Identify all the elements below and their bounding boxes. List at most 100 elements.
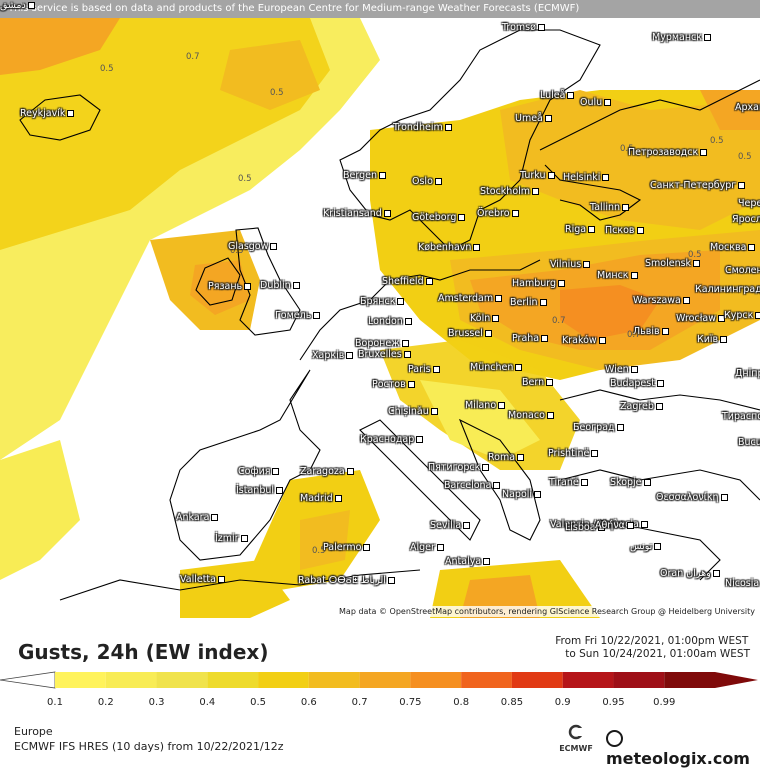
city-label: Umeå: [515, 113, 552, 124]
city-label: Курск: [724, 310, 760, 321]
city-marker-icon: [643, 479, 651, 486]
valid-from: From Fri 10/22/2021, 01:00pm WEST: [555, 635, 749, 647]
contour-label: 0.5: [688, 250, 702, 260]
city-label: Минск: [597, 270, 638, 281]
contour-label: 0.5: [312, 546, 326, 556]
scale-swatch: [410, 672, 462, 688]
city-marker-icon: [640, 521, 648, 528]
city-label: Göteborg: [412, 212, 466, 223]
city-label: Zagreb: [620, 401, 663, 412]
scale-swatch: [562, 672, 614, 688]
city-marker-icon: [387, 577, 395, 584]
city-label: Reykjavík: [20, 108, 75, 119]
city-marker-icon: [511, 210, 519, 217]
city-marker-icon: [404, 318, 412, 325]
city-label: Milano: [465, 400, 506, 411]
city-label: Bern: [522, 377, 554, 388]
city-marker-icon: [604, 99, 612, 106]
contour-label: 0.5: [238, 174, 252, 184]
city-marker-icon: [401, 340, 409, 347]
city-label: Roma: [488, 452, 525, 463]
city-marker-icon: [397, 298, 405, 305]
city-label: Helsinki: [563, 172, 610, 183]
city-label: Rabat ⵔⴱⴰⵟ الرباط: [298, 575, 395, 586]
city-label: Мурманск: [652, 32, 712, 43]
scale-tick-label: 0.75: [399, 697, 422, 708]
city-label: Tiranë: [549, 477, 588, 488]
contour-label: 0.5: [270, 88, 284, 98]
city-marker-icon: [626, 522, 634, 529]
city-marker-icon: [539, 299, 547, 306]
city-marker-icon: [515, 364, 523, 371]
city-label: Воронеж: [355, 338, 409, 349]
legend-panel: Gusts, 24h (EW index) From Fri 10/22/202…: [0, 618, 760, 768]
city-label: Brussel: [448, 328, 492, 339]
city-label: Barcelona: [444, 480, 501, 491]
city-label: Tromsø: [502, 22, 545, 33]
city-marker-icon: [616, 424, 624, 431]
city-marker-icon: [602, 174, 610, 181]
city-marker-icon: [436, 544, 444, 551]
city-label: Wrocław: [676, 313, 725, 324]
city-marker-icon: [346, 352, 354, 359]
city-label: Ankara: [176, 512, 219, 523]
contour-label: 0.5: [100, 64, 114, 74]
city-label: Amsterdam: [438, 293, 503, 304]
city-label: تونس: [630, 541, 662, 552]
city-label: Bruxelles: [358, 349, 411, 360]
city-marker-icon: [434, 178, 442, 185]
city-marker-icon: [541, 335, 549, 342]
city-label: Москва: [710, 242, 756, 253]
city-label: Гомель: [275, 310, 321, 321]
city-marker-icon: [704, 34, 712, 41]
scale-swatch: [156, 672, 208, 688]
contour-label: 0.7: [552, 316, 566, 326]
contour-label: 0.5: [710, 136, 724, 146]
scale-tick-label: 0.3: [148, 697, 165, 708]
city-label: Berlin: [510, 297, 547, 308]
city-label: Valencia / València: [550, 519, 648, 530]
city-marker-icon: [379, 172, 386, 179]
city-marker-icon: [493, 482, 501, 489]
scale-tick-label: 0.85: [500, 697, 524, 708]
scale-swatch: [55, 672, 106, 688]
city-marker-icon: [738, 182, 746, 189]
ecmwf-notice: This service is based on data and produc…: [0, 0, 760, 18]
scale-tick-label: 0.99: [653, 697, 676, 708]
city-label: Praha: [512, 333, 549, 344]
weather-map[interactable]: This service is based on data and produc…: [0, 0, 760, 618]
city-marker-icon: [495, 295, 503, 302]
scale-swatch: [258, 672, 309, 688]
scale-max-arrow: [715, 672, 758, 688]
city-label: Trondheim: [393, 122, 452, 133]
city-marker-icon: [425, 278, 433, 285]
city-marker-icon: [517, 454, 525, 461]
scale-swatch: [461, 672, 512, 688]
city-marker-icon: [313, 312, 321, 319]
city-marker-icon: [656, 380, 664, 387]
city-marker-icon: [712, 570, 720, 577]
city-label: Warszawa: [633, 295, 690, 306]
city-label: دمشق: [0, 0, 35, 11]
city-label: Tallinn: [590, 202, 630, 213]
city-marker-icon: [240, 535, 248, 542]
city-marker-icon: [244, 283, 252, 290]
city-marker-icon: [292, 282, 300, 289]
city-label: İzmir: [215, 533, 248, 544]
city-marker-icon: [483, 558, 491, 565]
scale-swatch: [359, 672, 411, 688]
city-label: Ростов: [372, 379, 415, 390]
city-marker-icon: [591, 450, 599, 457]
city-label: Київ: [697, 334, 728, 345]
city-marker-icon: [720, 336, 728, 343]
scale-tick-label: 0.8: [453, 697, 470, 708]
map-title: Gusts, 24h (EW index): [18, 640, 269, 664]
city-marker-icon: [534, 491, 542, 498]
scale-tick-label: 0.5: [250, 697, 267, 708]
city-label: Брянск: [360, 296, 405, 307]
meteologix-logo[interactable]: meteologix.com: [606, 730, 760, 768]
city-marker-icon: [597, 524, 605, 531]
city-marker-icon: [270, 243, 278, 250]
city-label: Örebro: [477, 208, 519, 219]
scale-ticks: 0.1 0.2 0.3 0.4 0.5 0.6 0.7 0.75 0.8 0.85 0.9 0.95 0…: [0, 697, 760, 711]
